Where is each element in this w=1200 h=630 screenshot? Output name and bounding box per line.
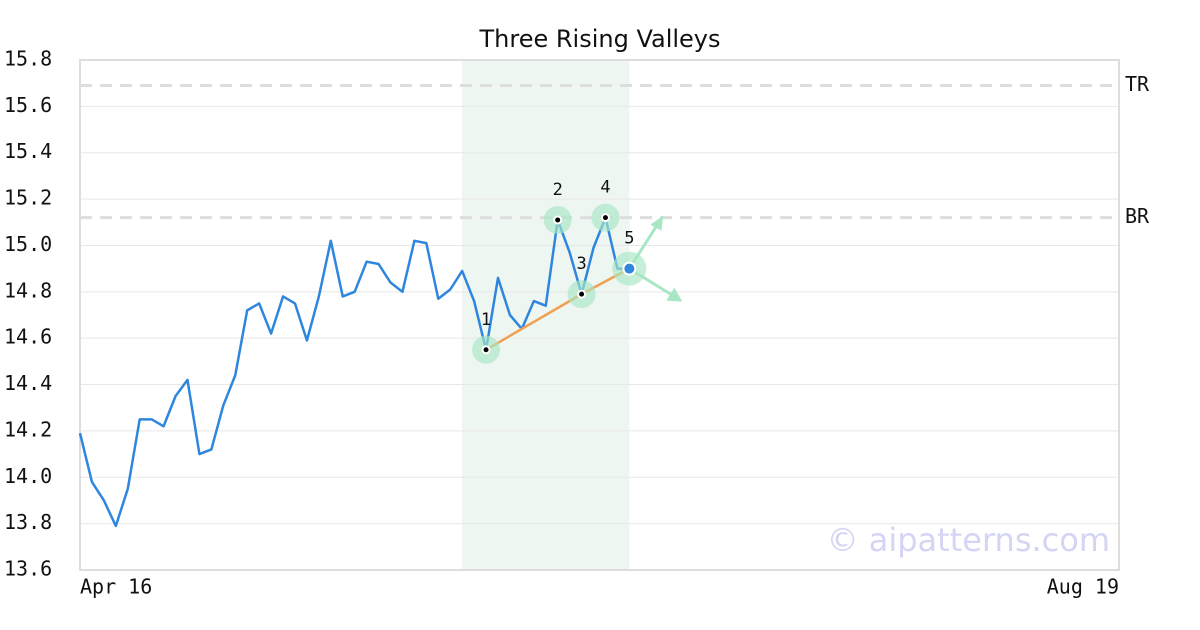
- reference-label: TR: [1125, 72, 1150, 96]
- pattern-label: 1: [481, 310, 491, 330]
- y-tick-label: 14.8: [4, 278, 52, 302]
- pattern-point: [577, 289, 587, 299]
- y-tick-label: 15.6: [4, 93, 52, 117]
- y-tick-label: 13.6: [4, 557, 52, 581]
- pattern-point: [622, 261, 637, 276]
- pattern-label: 4: [600, 178, 610, 198]
- y-tick-label: 15.8: [4, 47, 52, 71]
- watermark: © aipatterns.com: [827, 521, 1110, 559]
- price-line: [78, 216, 630, 528]
- reference-label: BR: [1125, 204, 1150, 228]
- pattern-label: 3: [576, 254, 586, 274]
- chart-title: Three Rising Valleys: [478, 25, 720, 53]
- x-tick-label: Aug 19: [1047, 575, 1119, 599]
- arrow-down-head: [666, 287, 683, 302]
- y-tick-label: 14.2: [4, 417, 52, 441]
- pattern-point: [553, 215, 563, 225]
- y-tick-label: 15.2: [4, 186, 52, 210]
- pattern-label: 5: [624, 229, 634, 249]
- pattern-point: [481, 345, 491, 355]
- y-tick-label: 14.6: [4, 325, 52, 349]
- plot-frame: [79, 59, 1120, 571]
- x-tick-label: Apr 16: [80, 575, 152, 599]
- y-tick-label: 15.0: [4, 232, 52, 256]
- arrow-up-head: [650, 215, 664, 231]
- y-tick-label: 14.4: [4, 371, 52, 395]
- y-tick-label: 15.4: [4, 139, 52, 163]
- y-tick-label: 14.0: [4, 464, 52, 488]
- pattern-label: 2: [553, 180, 563, 200]
- y-tick-label: 13.8: [4, 510, 52, 534]
- pattern-point: [600, 213, 610, 223]
